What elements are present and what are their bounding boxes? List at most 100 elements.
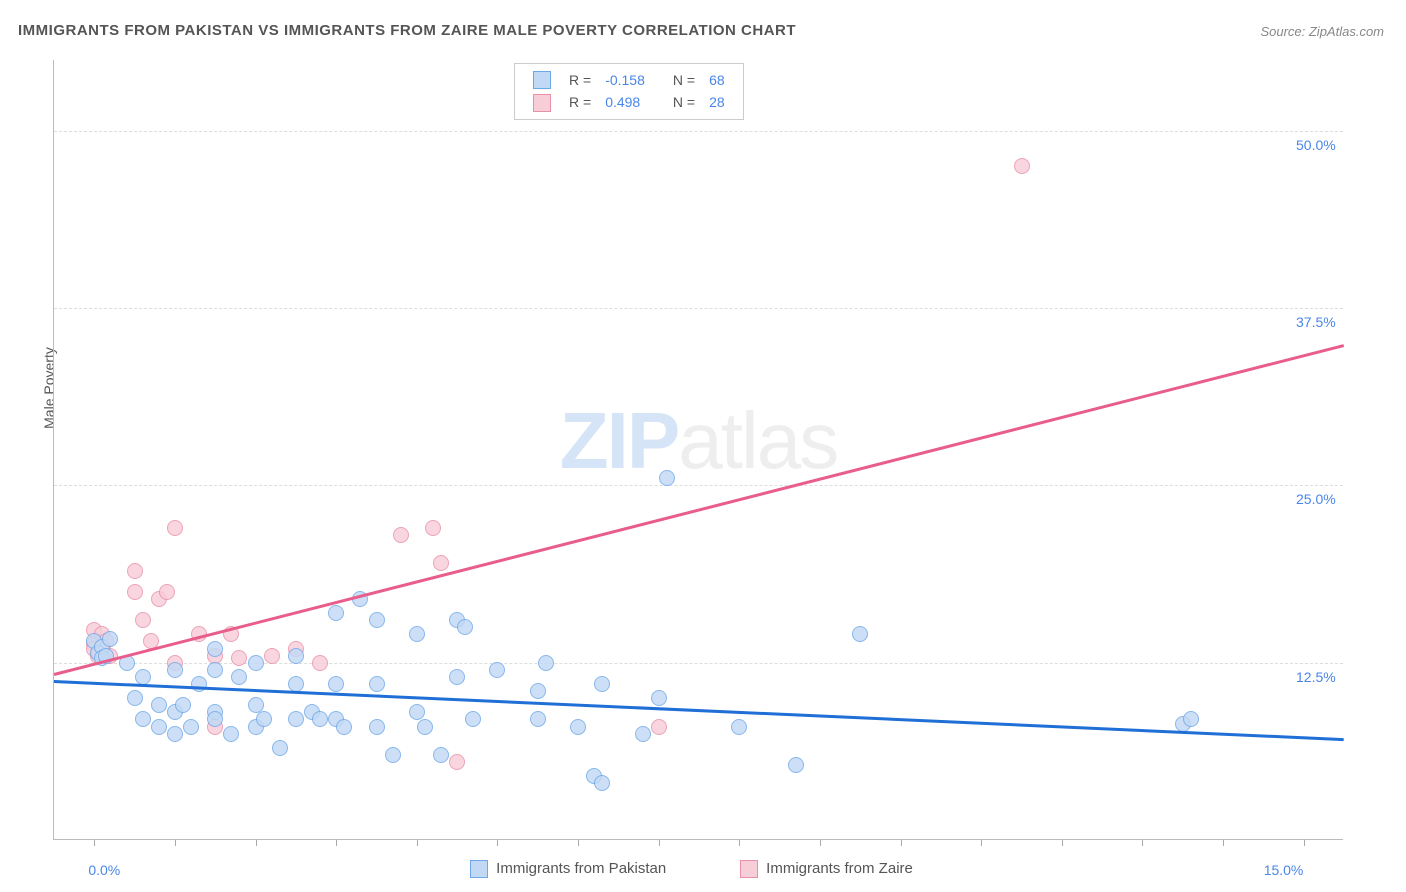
watermark-atlas: atlas: [678, 395, 837, 484]
data-point-pakistan: [433, 747, 449, 763]
legend-bottom-zaire: Immigrants from Zaire: [740, 860, 913, 878]
data-point-zaire: [135, 612, 151, 628]
data-point-zaire: [433, 555, 449, 571]
data-point-zaire: [425, 520, 441, 536]
data-point-pakistan: [183, 719, 199, 735]
r-value-zaire: 0.498: [599, 92, 651, 112]
gridline-horizontal: [54, 131, 1343, 132]
data-point-pakistan: [635, 726, 651, 742]
x-tick-mark: [981, 840, 982, 846]
data-point-pakistan: [530, 711, 546, 727]
data-point-zaire: [231, 650, 247, 666]
y-tick-label: 50.0%: [1296, 137, 1336, 153]
x-tick-mark: [901, 840, 902, 846]
x-tick-label: 0.0%: [88, 862, 120, 878]
data-point-pakistan: [788, 757, 804, 773]
x-tick-mark: [256, 840, 257, 846]
data-point-pakistan: [231, 669, 247, 685]
data-point-zaire: [127, 563, 143, 579]
data-point-pakistan: [312, 711, 328, 727]
data-point-zaire: [449, 754, 465, 770]
x-tick-label: 15.0%: [1264, 862, 1304, 878]
data-point-pakistan: [135, 711, 151, 727]
data-point-pakistan: [594, 775, 610, 791]
r-label: R =: [563, 92, 597, 112]
data-point-pakistan: [151, 697, 167, 713]
data-point-zaire: [393, 527, 409, 543]
data-point-pakistan: [409, 626, 425, 642]
swatch-pakistan: [533, 71, 551, 89]
n-label: N =: [667, 70, 701, 90]
data-point-pakistan: [489, 662, 505, 678]
x-tick-mark: [820, 840, 821, 846]
swatch-zaire: [740, 860, 758, 878]
source-attribution: Source: ZipAtlas.com: [1260, 24, 1384, 39]
data-point-zaire: [312, 655, 328, 671]
gridline-horizontal: [54, 308, 1343, 309]
x-tick-mark: [1223, 840, 1224, 846]
data-point-pakistan: [449, 669, 465, 685]
x-tick-mark: [94, 840, 95, 846]
data-point-zaire: [159, 584, 175, 600]
data-point-pakistan: [191, 676, 207, 692]
data-point-pakistan: [1183, 711, 1199, 727]
data-point-pakistan: [594, 676, 610, 692]
x-tick-mark: [739, 840, 740, 846]
data-point-pakistan: [457, 619, 473, 635]
data-point-pakistan: [530, 683, 546, 699]
data-point-pakistan: [659, 470, 675, 486]
x-tick-mark: [1304, 840, 1305, 846]
data-point-pakistan: [167, 662, 183, 678]
swatch-zaire: [533, 94, 551, 112]
x-tick-mark: [578, 840, 579, 846]
data-point-pakistan: [207, 662, 223, 678]
data-point-pakistan: [151, 719, 167, 735]
data-point-zaire: [167, 520, 183, 536]
data-point-pakistan: [538, 655, 554, 671]
data-point-pakistan: [328, 605, 344, 621]
data-point-zaire: [651, 719, 667, 735]
data-point-pakistan: [328, 676, 344, 692]
legend-bottom-pakistan: Immigrants from Pakistan: [470, 860, 666, 878]
data-point-pakistan: [651, 690, 667, 706]
data-point-pakistan: [852, 626, 868, 642]
data-point-pakistan: [417, 719, 433, 735]
y-tick-label: 25.0%: [1296, 491, 1336, 507]
data-point-pakistan: [248, 655, 264, 671]
r-value-pakistan: -0.158: [599, 70, 651, 90]
x-tick-mark: [1142, 840, 1143, 846]
r-label: R =: [563, 70, 597, 90]
data-point-pakistan: [272, 740, 288, 756]
n-value-pakistan: 68: [703, 70, 731, 90]
data-point-pakistan: [369, 719, 385, 735]
n-value-zaire: 28: [703, 92, 731, 112]
data-point-pakistan: [207, 711, 223, 727]
data-point-pakistan: [288, 711, 304, 727]
correlation-legend: R = -0.158 N = 68 R = 0.498 N = 28: [514, 63, 744, 120]
scatter-plot-area: ZIPatlas R = -0.158 N = 68 R = 0.498 N =…: [53, 60, 1343, 840]
data-point-pakistan: [256, 711, 272, 727]
x-tick-mark: [497, 840, 498, 846]
data-point-pakistan: [207, 641, 223, 657]
data-point-zaire: [1014, 158, 1030, 174]
watermark-zip: ZIP: [560, 395, 678, 484]
gridline-horizontal: [54, 485, 1343, 486]
data-point-pakistan: [731, 719, 747, 735]
data-point-pakistan: [336, 719, 352, 735]
swatch-pakistan: [470, 860, 488, 878]
data-point-zaire: [264, 648, 280, 664]
trendline: [54, 680, 1344, 741]
y-tick-label: 37.5%: [1296, 314, 1336, 330]
data-point-pakistan: [385, 747, 401, 763]
x-tick-mark: [659, 840, 660, 846]
data-point-pakistan: [135, 669, 151, 685]
data-point-pakistan: [102, 631, 118, 647]
data-point-pakistan: [175, 697, 191, 713]
data-point-pakistan: [570, 719, 586, 735]
x-tick-mark: [417, 840, 418, 846]
n-label: N =: [667, 92, 701, 112]
data-point-pakistan: [167, 726, 183, 742]
x-tick-mark: [175, 840, 176, 846]
trendline: [54, 344, 1345, 675]
data-point-pakistan: [288, 648, 304, 664]
